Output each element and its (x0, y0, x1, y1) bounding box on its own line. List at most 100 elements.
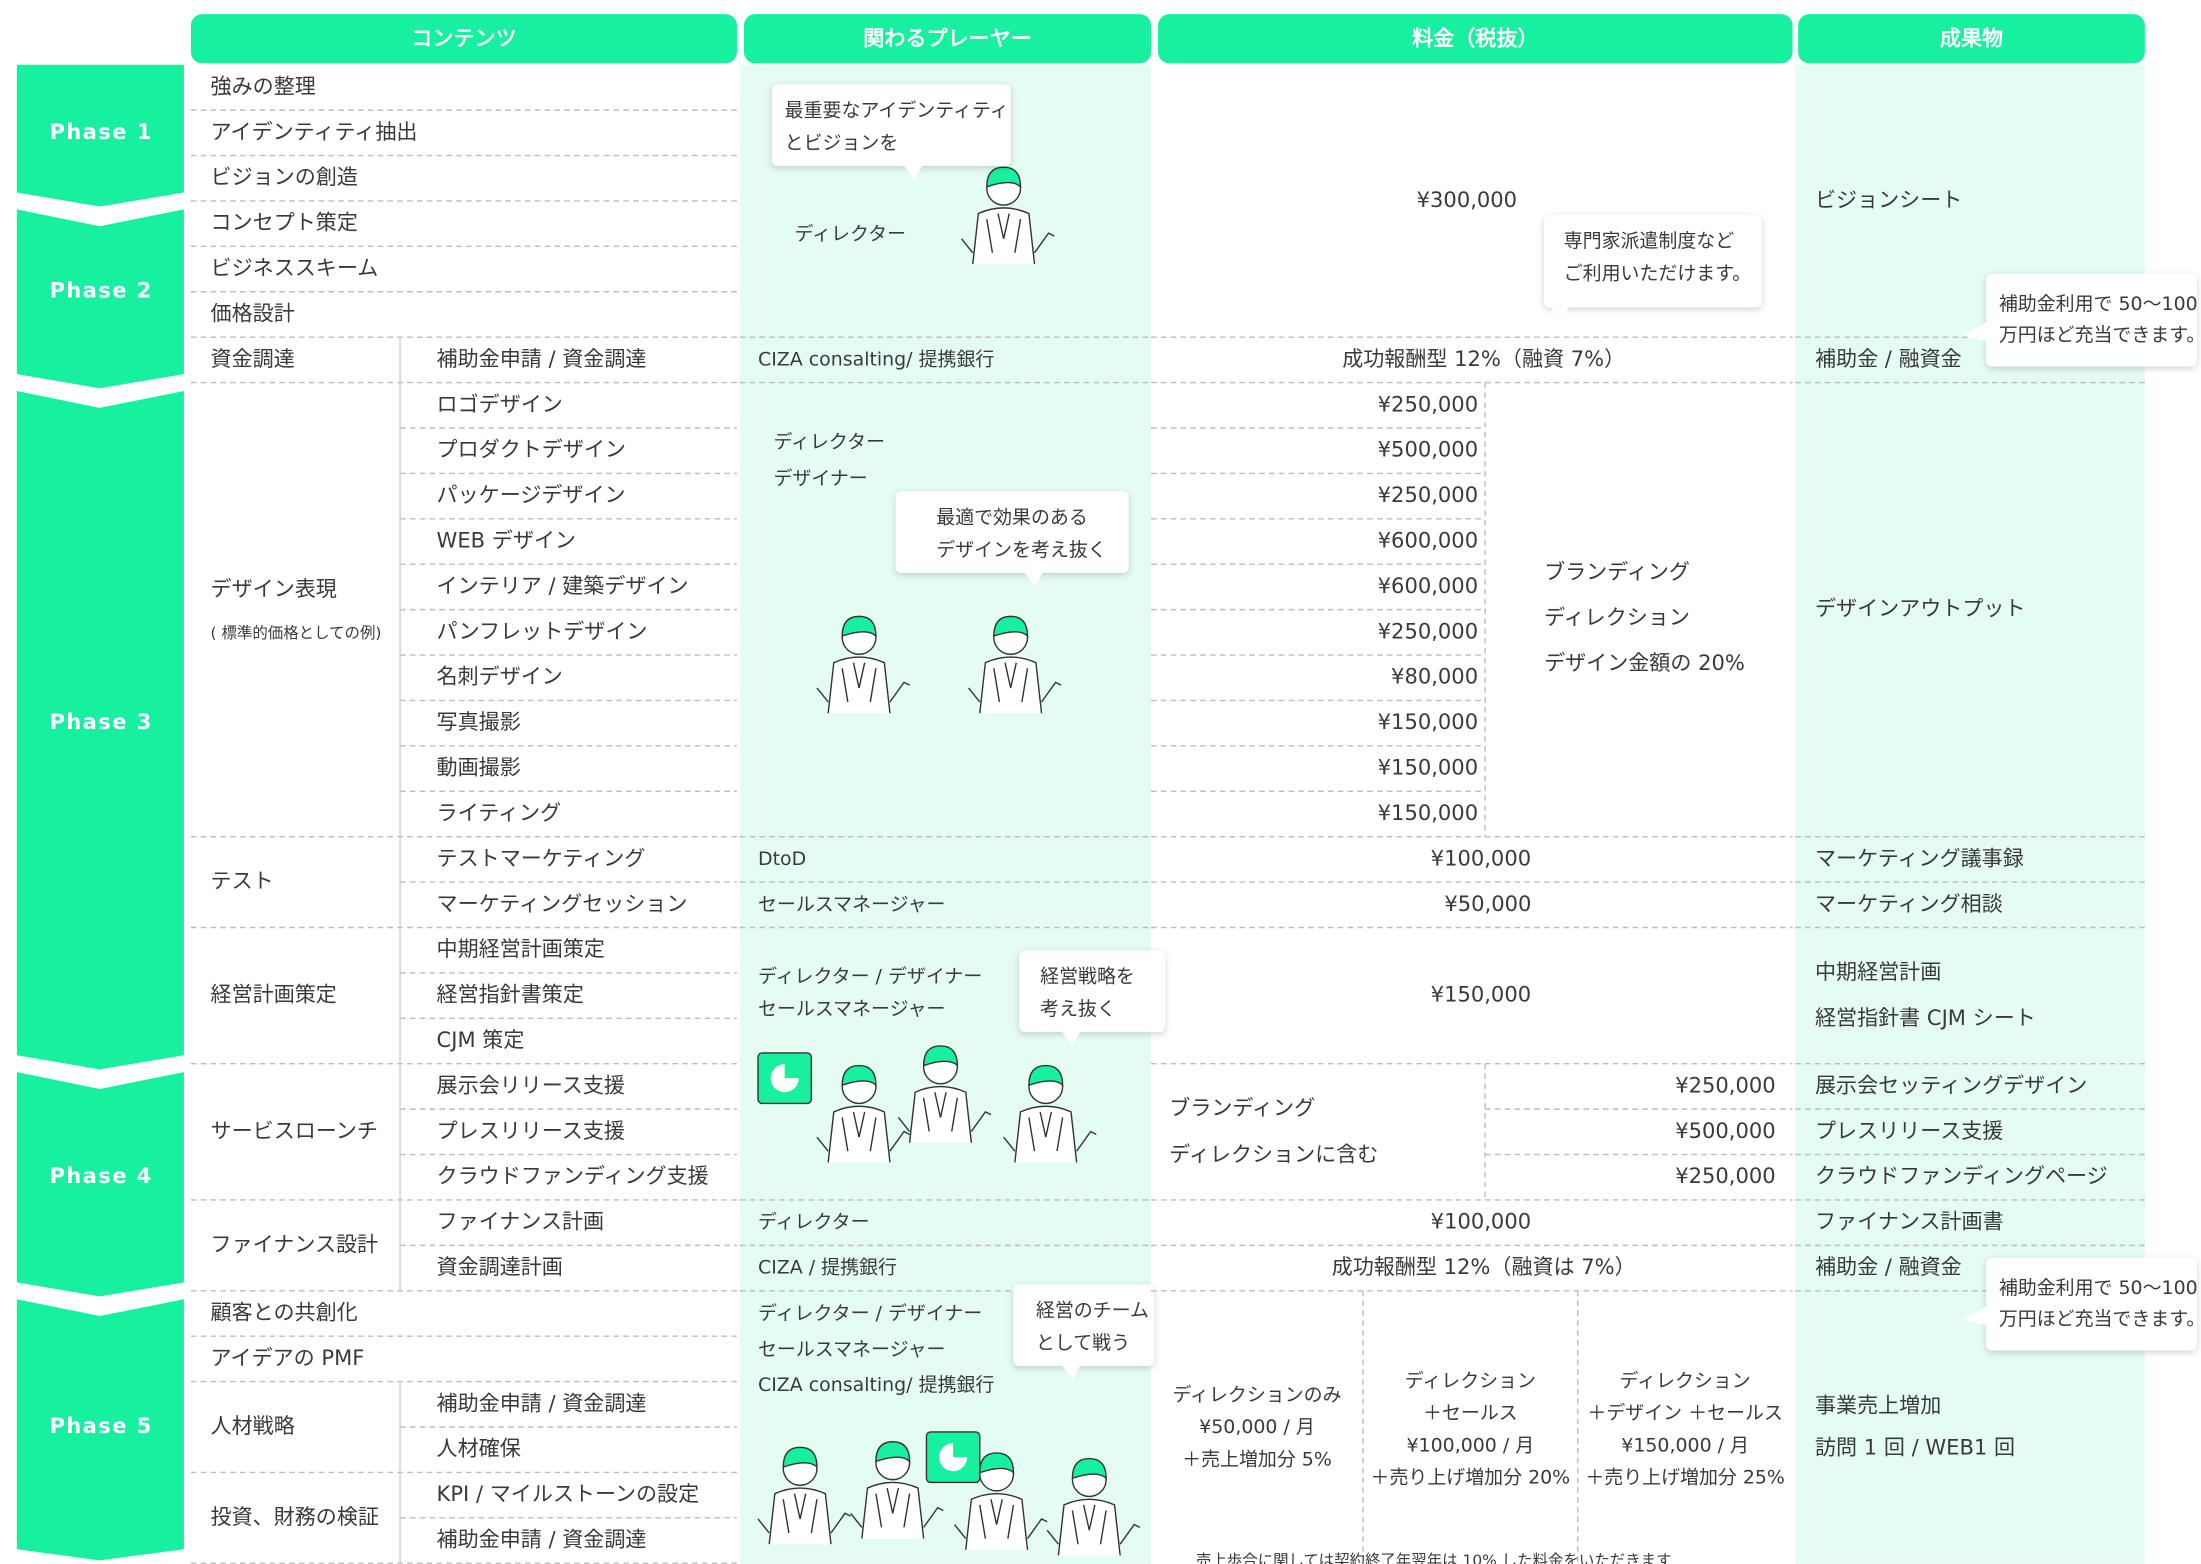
header-label: コンテンツ (411, 25, 516, 50)
illustration (968, 615, 1062, 714)
deliverable-text: クラウドファンディングページ (1815, 1163, 2108, 1188)
phase-label: Phase 4 (49, 1163, 152, 1188)
content-subitem: KPI / マイルストーンの設定 (437, 1481, 700, 1506)
figure-tie (922, 1092, 959, 1132)
plan-text: ＋デザイン ＋セールス (1587, 1402, 1782, 1424)
icon-pie (939, 1443, 968, 1472)
plan-text: ディレクションのみ (1172, 1384, 1341, 1406)
content-group: サービスローンチ (211, 1118, 378, 1143)
plan-text: ¥50,000 / 月 (1199, 1416, 1315, 1438)
content-group: デザイン表現 (211, 576, 337, 601)
deliverable-text: 展示会セッティングデザイン (1815, 1072, 2087, 1097)
bubble-text: 万円ほど充当できます。 (1999, 1308, 2201, 1330)
illustration (850, 1441, 944, 1539)
fee-text: ¥100,000 (1431, 1209, 1531, 1234)
figure-tie (841, 1111, 877, 1152)
fee-amount: ¥150,000 (1378, 800, 1478, 825)
fee-text: ¥50,000 (1444, 891, 1531, 916)
content-item: 価格設計 (211, 300, 295, 325)
content-subitem: クラウドファンディング支援 (437, 1163, 709, 1188)
player-text: デザイナー (773, 467, 867, 489)
figure-tie (979, 1499, 1015, 1539)
deliverable-text: プレスリリース支援 (1815, 1118, 2003, 1143)
fee-note: デザイン金額の 20% (1544, 650, 1745, 675)
figure-hand (757, 1512, 851, 1534)
deliverable-text: 事業売上増加 (1815, 1393, 1941, 1418)
figure-tie (875, 1487, 911, 1528)
player-text: ディレクター / デザイナー (758, 1303, 982, 1325)
figure-hand (968, 681, 1062, 703)
bubble-tail (903, 164, 923, 180)
figure-hair (841, 615, 877, 638)
figure-hand (953, 1518, 1048, 1540)
illustration (757, 1446, 851, 1545)
plan-text: ＋売り上げ増加分 25% (1585, 1467, 1785, 1489)
content-subitem: 補助金申請 / 資金調達 (437, 346, 647, 371)
content-group: 資金調達 (211, 346, 295, 371)
phase-label: Phase 1 (49, 119, 152, 144)
figure-hair (841, 1064, 877, 1087)
bubble-tail (1962, 1305, 1988, 1326)
icon-pie (770, 1064, 799, 1093)
player-text: ディレクター (794, 223, 906, 245)
deliverable-text: 中期経営計画 (1815, 959, 1941, 984)
plan-text: ¥100,000 / 月 (1407, 1434, 1535, 1456)
content-note: ( 標準的価格としての例) (211, 624, 382, 642)
bubble-text: 経営戦略を (1040, 966, 1135, 988)
plan-text: ¥150,000 / 月 (1621, 1434, 1749, 1456)
bubble-text: ご利用いただけます。 (1564, 262, 1751, 284)
figure-hand (1046, 1523, 1141, 1545)
phase-arrow (16, 209, 184, 389)
figure-hair (993, 615, 1029, 638)
deliverable-text: ファイナンス計画書 (1815, 1209, 2004, 1234)
bubble-text: とビジョンを (785, 132, 899, 154)
bubble-text: 考え抜く (1040, 998, 1116, 1020)
figure-hand (850, 1506, 944, 1528)
content-subitem: CJM 策定 (437, 1027, 525, 1052)
figure-hand (816, 1130, 910, 1152)
phase-label: Phase 5 (49, 1413, 152, 1438)
header-label: 成果物 (1940, 25, 2003, 50)
content-subitem: 人材確保 (437, 1436, 521, 1461)
bubble-text: 最適で効果のある (936, 507, 1088, 529)
fee-amount: ¥500,000 (1378, 437, 1478, 462)
content-subitem: プレスリリース支援 (437, 1118, 625, 1143)
figure-hair (1028, 1064, 1064, 1087)
speech-bubble (1013, 1284, 1154, 1366)
figure-tie (841, 662, 877, 703)
phase-arrow (16, 64, 184, 207)
speech-bubble (1986, 273, 2197, 367)
bubble-tail (1061, 1030, 1081, 1046)
fee-note: ブランディング (1169, 1095, 1315, 1120)
header-pill (743, 14, 1152, 64)
bubble-text: 万円ほど充当できます。 (1999, 324, 2201, 346)
player-text: CIZA consalting/ 提携銀行 (758, 348, 994, 370)
figure-hair (875, 1441, 911, 1464)
figure-hair (782, 1446, 818, 1469)
content-group: 投資、財務の検証 (211, 1504, 379, 1529)
speech-bubble (772, 84, 1011, 166)
content-subitem: パッケージデザイン (437, 482, 626, 507)
fee-text: ¥100,000 (1431, 845, 1531, 870)
speech-bubble (1544, 214, 1762, 308)
figure-tie (1028, 1111, 1064, 1152)
content-group: テスト (211, 868, 274, 893)
bubble-text: 最重要なアイデンティティ (785, 100, 1009, 122)
player-text: セールスマネージャー (758, 893, 945, 915)
header-label: 関わるプレーヤー (863, 25, 1031, 50)
content-item: 強みの整理 (211, 73, 316, 98)
deliverable-text: 補助金 / 融資金 (1815, 346, 1962, 371)
content-subitem: 中期経営計画策定 (437, 936, 605, 961)
fee-note: ブランディング (1544, 559, 1690, 584)
content-subitem: 名刺デザイン (437, 664, 563, 689)
illustration (960, 166, 1055, 265)
figure-hair (1071, 1457, 1107, 1480)
fee-text: 成功報酬型 12%（融資 7%） (1342, 346, 1625, 371)
content-subitem: 補助金申請 / 資金調達 (437, 1390, 647, 1415)
bubble-text: 経営のチーム (1036, 1300, 1149, 1322)
speech-bubble (1986, 1257, 2197, 1351)
content-group: 経営計画策定 (211, 982, 337, 1007)
bubble-tail (1023, 571, 1044, 587)
